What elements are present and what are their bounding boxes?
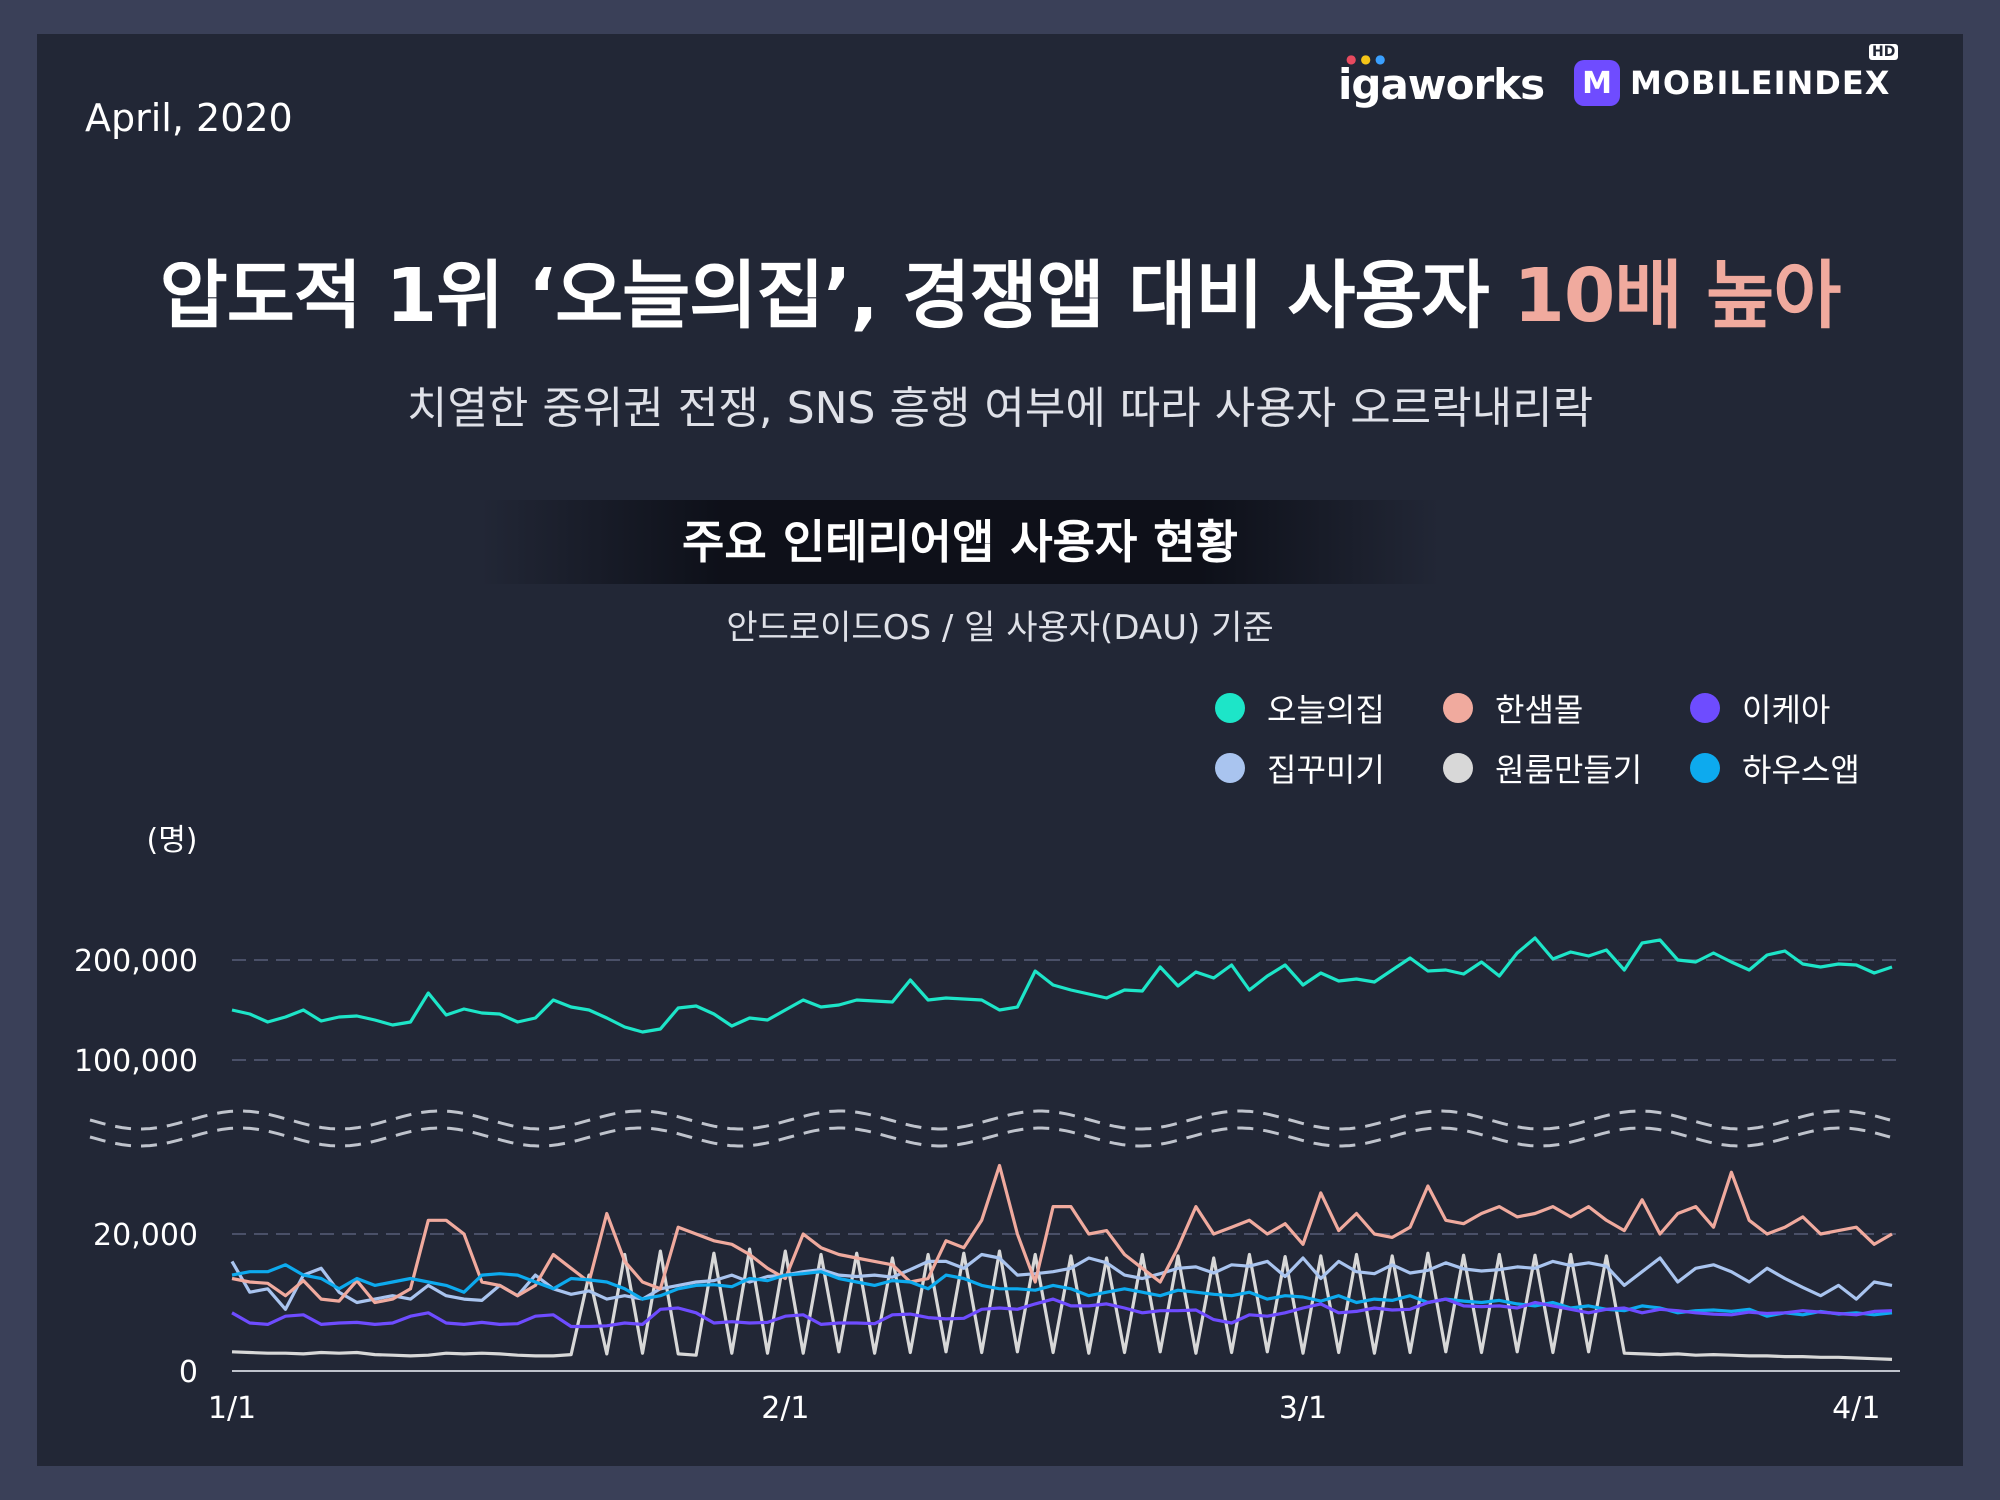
legend-label: 한샘몰 (1495, 691, 1584, 729)
legend-dot-icon (1215, 693, 1245, 723)
hd-badge: HD (1869, 44, 1899, 60)
report-date: April, 2020 (85, 96, 293, 140)
x-tick-label: 2/1 (761, 1391, 809, 1426)
legend-label: 집꾸미기 (1267, 751, 1385, 789)
y-unit-label: (명) (146, 823, 197, 858)
series-line-2 (231, 1163, 1893, 1305)
igaworks-logo-text: igaworks (1338, 60, 1545, 109)
legend-label: 오늘의집 (1267, 691, 1385, 729)
legend-item: 원룸만들기 (1443, 745, 1642, 791)
headline-title-main: 압도적 1위 ‘오늘의집’, 경쟁앱 대비 사용자 (159, 253, 1514, 339)
series-line-5 (231, 1247, 1893, 1361)
legend-label: 하우스앱 (1742, 751, 1860, 789)
headline-title-highlight: 10배 높아 (1513, 253, 1841, 339)
headline-subtitle: 치열한 중위권 전쟁, SNS 흥행 여부에 따라 사용자 오르락내리락 (406, 383, 1594, 434)
igaworks-logo: ●●● igaworks (1338, 52, 1545, 109)
legend-dot-icon (1690, 693, 1720, 723)
legend-item: 오늘의집 (1215, 685, 1385, 731)
legend-dot-icon (1215, 753, 1245, 783)
chart-subtitle: 안드로이드OS / 일 사용자(DAU) 기준 (726, 608, 1274, 648)
legend-label: 이케아 (1742, 691, 1831, 729)
axis-break-line (89, 1109, 1891, 1131)
headline-title: 압도적 1위 ‘오늘의집’, 경쟁앱 대비 사용자 10배 높아 (0, 236, 2000, 343)
series-line-1 (231, 936, 1893, 1034)
y-tick-label: 20,000 (93, 1218, 198, 1253)
y-tick-label: 0 (179, 1355, 198, 1390)
mobileindex-logo: M MOBILEINDEX HD (1574, 44, 1899, 108)
y-tick-label: 200,000 (74, 944, 198, 979)
legend-item: 집꾸미기 (1215, 745, 1385, 791)
logo-dots-icon: ●●● (1346, 52, 1390, 66)
infographic-card (37, 34, 1963, 1466)
x-tick-label: 3/1 (1279, 1391, 1327, 1426)
legend-item: 한샘몰 (1443, 685, 1583, 731)
legend-dot-icon (1443, 693, 1473, 723)
chart-title: 주요 인테리어앱 사용자 현황 (480, 500, 1440, 584)
mobileindex-logo-text: MOBILEINDEX (1630, 64, 1891, 102)
legend-item: 하우스앱 (1690, 745, 1860, 791)
x-tick-label: 4/1 (1832, 1391, 1880, 1426)
legend-dot-icon (1690, 753, 1720, 783)
y-tick-label: 100,000 (74, 1044, 198, 1079)
legend-item: 이케아 (1690, 685, 1830, 731)
series-line-3 (231, 1297, 1893, 1329)
legend-label: 원룸만들기 (1495, 751, 1643, 789)
x-tick-label: 1/1 (208, 1391, 256, 1426)
legend-dot-icon (1443, 753, 1473, 783)
mobileindex-mark-icon: M (1574, 60, 1620, 106)
axis-break-line (89, 1126, 1891, 1148)
